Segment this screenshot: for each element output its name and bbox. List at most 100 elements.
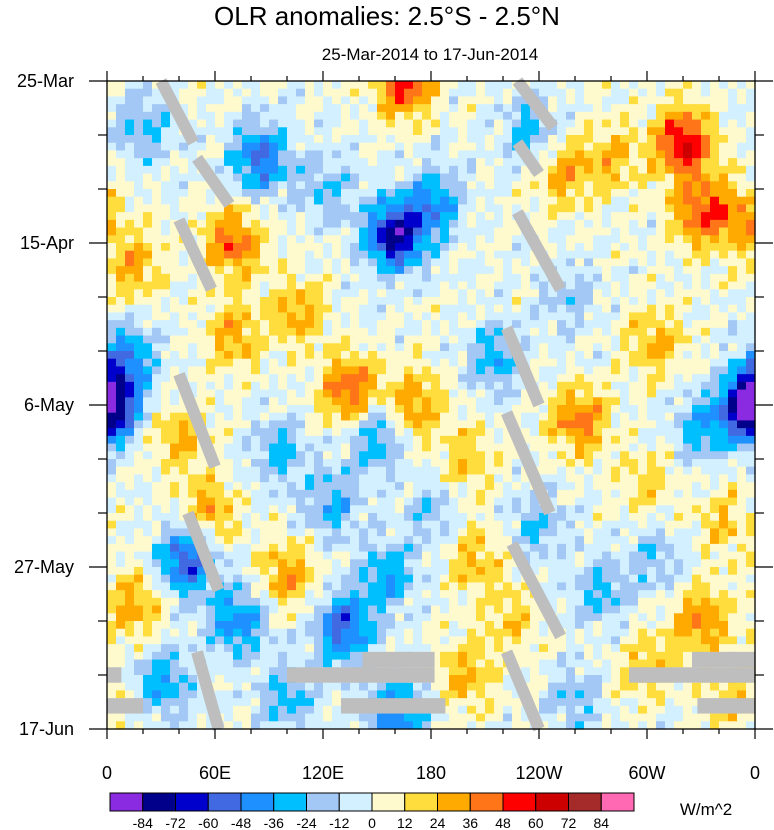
field-cell xyxy=(413,111,423,121)
field-cell xyxy=(494,335,504,344)
field-cell xyxy=(575,266,585,275)
field-cell xyxy=(728,335,738,344)
field-cell xyxy=(197,243,207,252)
field-cell xyxy=(332,88,342,98)
field-cell xyxy=(413,574,423,584)
field-cell xyxy=(737,142,747,152)
field-cell xyxy=(485,335,495,344)
field-cell xyxy=(494,605,504,614)
field-cell xyxy=(575,227,585,236)
field-cell xyxy=(746,482,756,491)
field-cell xyxy=(188,189,198,198)
field-cell xyxy=(512,466,522,476)
field-cell xyxy=(458,320,468,329)
field-cell xyxy=(584,567,594,576)
field-cell xyxy=(377,335,387,344)
field-cell xyxy=(188,559,198,568)
field-cell xyxy=(206,412,216,422)
field-cell xyxy=(170,543,180,553)
field-cell xyxy=(566,273,576,283)
field-cell xyxy=(341,81,351,90)
field-cell xyxy=(638,505,648,514)
field-cell xyxy=(566,559,576,568)
field-cell xyxy=(638,335,648,344)
field-cell xyxy=(485,474,495,483)
field-cell xyxy=(683,366,693,375)
field-cell xyxy=(224,381,234,391)
field-cell xyxy=(215,320,225,329)
field-cell xyxy=(575,412,585,422)
field-cell xyxy=(422,150,432,159)
field-cell xyxy=(125,435,135,445)
field-cell xyxy=(467,281,477,290)
field-cell xyxy=(701,582,711,591)
field-cell xyxy=(440,142,450,152)
field-cell xyxy=(656,551,666,560)
field-cell xyxy=(431,412,441,422)
field-cell xyxy=(125,520,135,530)
field-cell xyxy=(656,266,666,275)
field-cell xyxy=(638,266,648,275)
field-cell xyxy=(710,605,720,614)
field-cell xyxy=(611,150,621,159)
field-cell xyxy=(188,374,198,383)
field-cell xyxy=(269,389,279,398)
field-cell xyxy=(296,466,306,476)
field-cell xyxy=(620,273,630,283)
field-cell xyxy=(143,497,153,506)
field-cell xyxy=(278,181,288,190)
field-cell xyxy=(224,165,234,175)
field-cell xyxy=(584,597,594,607)
field-cell xyxy=(521,320,531,329)
field-cell xyxy=(413,590,423,599)
field-cell xyxy=(728,127,738,136)
field-cell xyxy=(161,590,171,599)
field-cell xyxy=(332,358,342,368)
field-cell xyxy=(161,312,171,321)
field-cell xyxy=(683,505,693,514)
field-cell xyxy=(350,543,360,553)
field-cell xyxy=(170,412,180,422)
field-cell xyxy=(161,489,171,499)
field-cell xyxy=(350,459,360,468)
field-cell xyxy=(404,551,414,560)
field-cell xyxy=(206,88,216,98)
field-cell xyxy=(521,397,531,406)
field-cell xyxy=(458,397,468,406)
field-cell xyxy=(134,536,144,545)
field-cell xyxy=(413,88,423,98)
field-cell xyxy=(116,189,126,198)
field-cell xyxy=(107,81,117,90)
field-cell xyxy=(476,551,486,560)
field-cell xyxy=(512,135,522,144)
field-cell xyxy=(233,173,243,182)
field-cell xyxy=(719,482,729,491)
field-cell xyxy=(638,212,648,221)
field-cell xyxy=(728,497,738,506)
field-cell xyxy=(368,227,378,236)
field-cell xyxy=(665,551,675,560)
field-cell xyxy=(305,173,315,182)
field-cell xyxy=(701,127,711,136)
field-cell xyxy=(170,397,180,406)
field-cell xyxy=(638,88,648,98)
field-cell xyxy=(134,489,144,499)
field-cell xyxy=(197,297,207,306)
field-cell xyxy=(593,451,603,460)
field-cell xyxy=(116,459,126,468)
field-cell xyxy=(332,227,342,236)
field-cell xyxy=(440,327,450,337)
field-cell xyxy=(197,466,207,476)
field-cell xyxy=(440,528,450,537)
field-cell xyxy=(746,158,756,167)
field-cell xyxy=(710,497,720,506)
field-cell xyxy=(287,489,297,499)
field-cell xyxy=(143,104,153,113)
field-cell xyxy=(728,428,738,437)
field-cell xyxy=(566,374,576,383)
field-cell xyxy=(521,497,531,506)
field-cell xyxy=(386,597,396,607)
field-cell xyxy=(404,189,414,198)
field-cell xyxy=(395,451,405,460)
field-cell xyxy=(116,405,126,414)
